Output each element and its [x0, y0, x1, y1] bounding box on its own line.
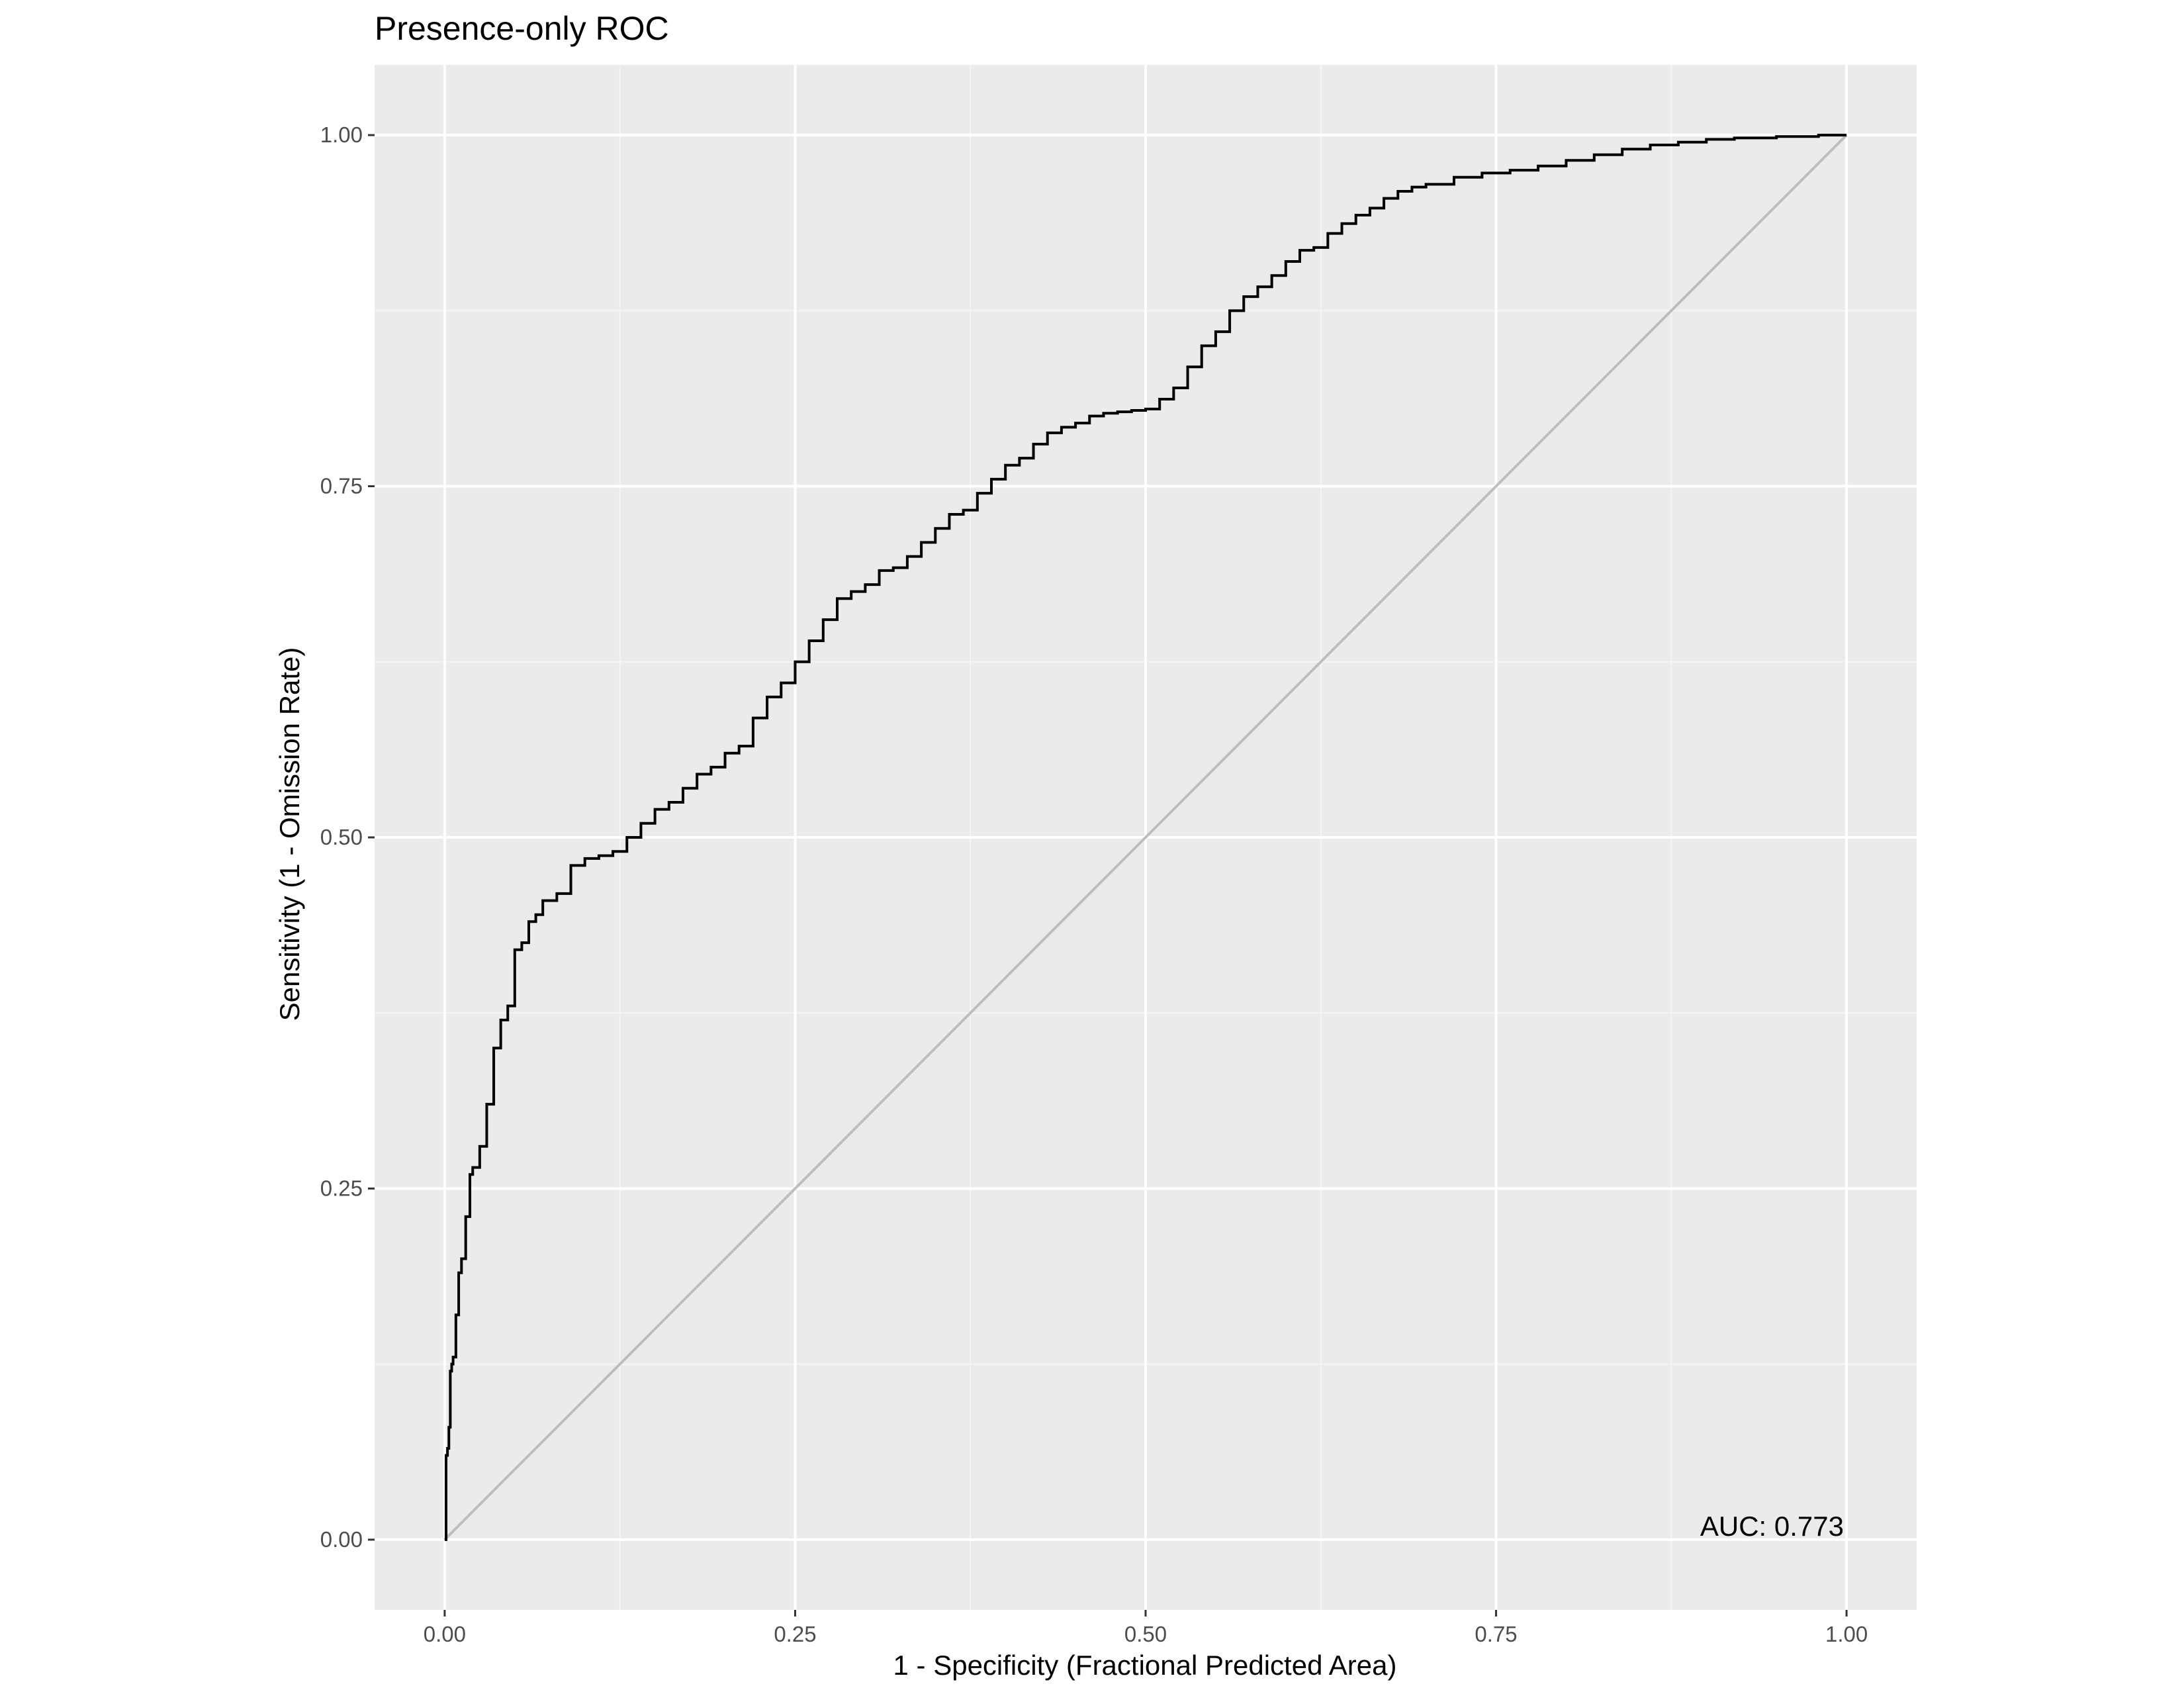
y-tick-label: 0.50	[320, 825, 363, 849]
auc-annotation: AUC: 0.773	[1700, 1511, 1844, 1542]
x-tick-label: 0.50	[1124, 1622, 1167, 1646]
roc-curve-line	[444, 134, 1847, 1541]
x-tick-label: 0.00	[424, 1622, 466, 1646]
x-axis-ticks: 0.00 0.25 0.50 0.75 1.00	[424, 1610, 1868, 1646]
y-tick-label: 0.00	[320, 1527, 363, 1552]
chart-title: Presence-only ROC	[375, 10, 669, 47]
y-axis-title: Sensitivity (1 - Omission Rate)	[274, 647, 305, 1021]
x-tick-label: 0.75	[1475, 1622, 1517, 1646]
y-tick-label: 1.00	[320, 122, 363, 147]
reference-diagonal-line	[443, 134, 1848, 1541]
x-tick-label: 1.00	[1825, 1622, 1868, 1646]
y-tick-label: 0.75	[320, 474, 363, 498]
y-axis-ticks: 0.00 0.25 0.50 0.75 1.00	[320, 122, 375, 1552]
y-tick-label: 0.25	[320, 1176, 363, 1200]
x-tick-label: 0.25	[774, 1622, 816, 1646]
x-axis-title: 1 - Specificity (Fractional Predicted Ar…	[893, 1650, 1397, 1681]
